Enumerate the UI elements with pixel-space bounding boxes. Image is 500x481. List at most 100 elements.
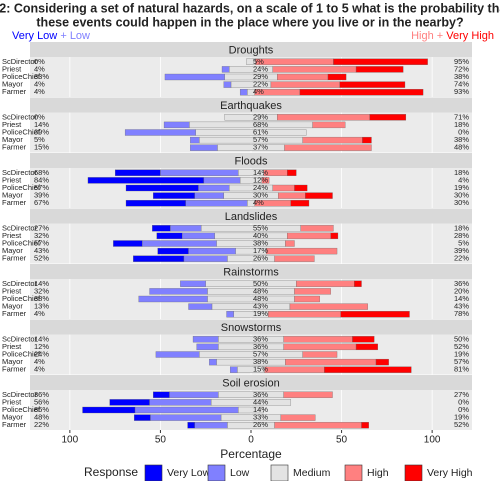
x-tick-label: 0: [248, 435, 254, 446]
left-label: 84%: [34, 175, 49, 184]
x-tick-label: 100: [62, 435, 79, 446]
bar-segment: [302, 136, 363, 144]
chart-title: Q2: Considering a set of natural hazards…: [0, 1, 500, 15]
right-legend: High + Very High: [411, 30, 494, 42]
bar-segment: [210, 399, 292, 406]
center-label: 19%: [253, 309, 268, 318]
left-label: 4%: [34, 80, 45, 89]
panel-header: [30, 208, 472, 224]
bar-segment: [274, 255, 315, 262]
bar-segment: [203, 177, 241, 184]
panel-title: Earthquakes: [220, 100, 282, 112]
left-label: 4%: [34, 357, 45, 366]
center-label: 33%: [253, 413, 268, 422]
category-label: PoliceChief: [2, 72, 41, 81]
bar-segment: [223, 192, 279, 199]
center-label: 24%: [253, 183, 268, 192]
bar-segment: [205, 280, 297, 287]
bar-segment: [207, 288, 295, 295]
center-label: 57%: [253, 135, 268, 144]
bar-segment: [239, 89, 248, 96]
bar-segment: [221, 66, 230, 73]
bar-segment: [327, 73, 347, 81]
panel-title: Soil erosion: [222, 377, 279, 389]
x-tick-label: 50: [155, 435, 167, 446]
category-label: ScDirector: [2, 168, 38, 177]
right-label: 43%: [454, 302, 469, 311]
right-label: 81%: [454, 365, 469, 374]
bar-segment: [218, 343, 284, 351]
bar-segment: [199, 351, 303, 358]
category-label: PoliceChief: [2, 349, 41, 358]
center-label: 4%: [253, 87, 264, 96]
category-label: Farmer: [2, 420, 27, 429]
right-label: 14%: [454, 294, 469, 303]
bar-segment: [217, 144, 285, 151]
right-label: 36%: [454, 279, 469, 288]
bar-segment: [302, 351, 338, 358]
right-label: 74%: [454, 80, 469, 89]
right-label: 0%: [458, 397, 469, 406]
x-axis-label: Percentage: [220, 447, 282, 461]
bar-segment: [226, 311, 234, 318]
center-label: 29%: [253, 112, 268, 121]
category-label: Priest: [2, 342, 22, 351]
right-label: 0%: [458, 127, 469, 136]
bar-segment: [194, 192, 224, 199]
category-label: Priest: [2, 64, 22, 73]
panel-title: Droughts: [229, 44, 274, 56]
left-label: 4%: [34, 365, 45, 374]
category-label: Farmer: [2, 87, 27, 96]
bar-segment: [224, 73, 278, 81]
bar-segment: [272, 66, 357, 73]
bar-segment: [216, 358, 286, 366]
bar-segment: [352, 336, 375, 343]
bar-segment: [87, 177, 205, 184]
bar-segment: [264, 366, 325, 373]
bar-segment: [192, 336, 219, 343]
category-label: Mayor: [2, 191, 23, 200]
bar-segment: [294, 295, 320, 303]
center-label: 22%: [253, 80, 268, 89]
bar-segment: [157, 247, 189, 255]
bar-segment: [287, 169, 297, 176]
right-label: 19%: [454, 349, 469, 358]
x-tick-label: 50: [336, 435, 348, 446]
right-label: 19%: [454, 413, 469, 422]
legend-joiner: +: [60, 30, 66, 42]
right-label: 30%: [454, 198, 469, 207]
bar-segment: [207, 295, 295, 303]
center-label: 40%: [253, 231, 268, 240]
bar-segment: [285, 240, 295, 247]
bar-segment: [324, 366, 412, 373]
center-label: 48%: [253, 286, 268, 295]
right-label: 95%: [454, 57, 469, 66]
bar-segment: [180, 280, 206, 287]
bar-segment: [149, 288, 208, 295]
legend-label: Very Low: [167, 467, 211, 479]
bar-segment: [355, 66, 404, 73]
bar-segment: [153, 391, 170, 398]
bar-segment: [209, 358, 217, 366]
left-label: 5%: [34, 135, 45, 144]
center-label: 29%: [253, 72, 268, 81]
bar-segment: [187, 422, 195, 429]
category-label: ScDirector: [2, 57, 38, 66]
category-label: ScDirector: [2, 390, 38, 399]
left-label: 48%: [34, 413, 49, 422]
right-label: 50%: [454, 334, 469, 343]
right-label: 18%: [454, 120, 469, 129]
center-label: 15%: [253, 365, 268, 374]
bar-segment: [268, 311, 341, 318]
bar-segment: [284, 144, 372, 151]
legend-label: High: [367, 467, 389, 479]
legend-label: Medium: [293, 467, 331, 479]
bar-segment: [138, 295, 208, 303]
right-label: 4%: [458, 175, 469, 184]
left-label: 14%: [34, 120, 49, 129]
center-label: 5%: [253, 57, 264, 66]
center-label: 57%: [253, 349, 268, 358]
bar-segment: [287, 232, 331, 240]
right-label: 22%: [454, 254, 469, 263]
